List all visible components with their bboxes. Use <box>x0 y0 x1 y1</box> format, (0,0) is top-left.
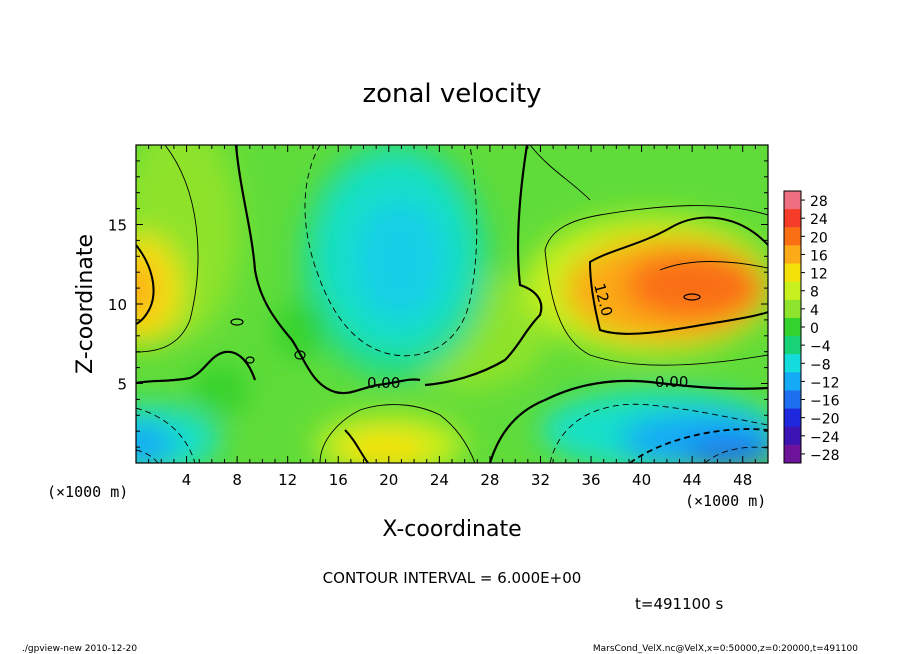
contour-lines <box>136 145 768 463</box>
colorbar-label: 12 <box>810 267 828 283</box>
y-tick-label: 15 <box>108 217 127 235</box>
y-tick-label: 5 <box>117 376 127 394</box>
colorbar-swatch <box>784 426 801 446</box>
x-tick-label: 28 <box>480 471 499 489</box>
y-axis-label: Z-coordinate <box>73 234 98 374</box>
chart-title: zonal velocity <box>362 79 541 109</box>
colorbar-label: −12 <box>810 375 840 391</box>
colorbar-swatch <box>784 281 801 301</box>
x-tick-label: 16 <box>329 471 348 489</box>
colorbar-swatch <box>784 227 801 246</box>
colorbar-swatch <box>784 191 801 210</box>
x-unit-left: (×1000 m) <box>47 483 128 501</box>
y-axis: 5 10 15 <box>108 144 768 464</box>
x-axis: 4 8 12 16 20 24 28 32 36 40 44 48 <box>135 145 769 489</box>
footer-left: ./gpview-new 2010-12-20 <box>22 644 137 654</box>
x-tick-label: 40 <box>632 471 651 489</box>
colorbar-label: 24 <box>810 212 828 228</box>
colorbar-swatch <box>784 408 801 428</box>
x-tick-label: 12 <box>278 471 297 489</box>
x-tick-label: 48 <box>733 471 752 489</box>
x-tick-label: 8 <box>232 471 242 489</box>
footer-right: MarsCond_VelX.nc@VelX,x=0:50000,z=0:2000… <box>593 644 858 654</box>
colorbar-swatch <box>784 209 801 228</box>
colorbar: 28 24 20 16 12 8 4 0 −4 −8 −12 −16 −20 −24 −28 <box>783 190 840 464</box>
y-tick-label: 10 <box>108 296 127 314</box>
colorbar-label: 8 <box>810 285 819 301</box>
colorbar-label: −4 <box>810 339 831 355</box>
colorbar-label: −20 <box>810 412 840 428</box>
colorbar-label: −8 <box>810 357 831 373</box>
colorbar-swatch <box>784 317 801 337</box>
contour-label: 0.00 <box>367 374 400 392</box>
colorbar-swatch <box>784 263 801 283</box>
x-tick-label: 44 <box>683 471 702 489</box>
colorbar-label: 16 <box>810 248 828 264</box>
colorbar-swatch <box>784 354 801 373</box>
colorbar-label: 20 <box>810 230 828 246</box>
x-tick-label: 24 <box>430 471 449 489</box>
colorbar-swatch <box>784 336 801 355</box>
time-text: t=491100 s <box>635 595 723 613</box>
colorbar-label: −28 <box>810 448 840 464</box>
contour-label: 0.00 <box>655 373 688 391</box>
contour-interval-text: CONTOUR INTERVAL = 6.000E+00 <box>323 569 582 587</box>
x-tick-label: 20 <box>379 471 398 489</box>
colorbar-swatch <box>784 245 801 265</box>
x-tick-label: 36 <box>581 471 600 489</box>
colorbar-label: 4 <box>810 303 819 319</box>
colorbar-swatch <box>784 390 801 410</box>
x-unit-right: (×1000 m) <box>685 492 766 510</box>
colorbar-label: 0 <box>810 321 819 337</box>
x-axis-label: X-coordinate <box>382 517 521 542</box>
colorbar-swatch <box>784 299 801 319</box>
plot-area: 0.00 0.00 12.0 <box>136 145 768 463</box>
colorbar-label: −16 <box>810 394 840 410</box>
colorbar-label: 28 <box>810 194 828 210</box>
x-tick-label: 32 <box>531 471 550 489</box>
colorbar-label: −24 <box>810 430 840 446</box>
x-tick-label: 4 <box>182 471 192 489</box>
colorbar-swatch <box>784 444 801 464</box>
colorbar-swatch <box>784 372 801 391</box>
